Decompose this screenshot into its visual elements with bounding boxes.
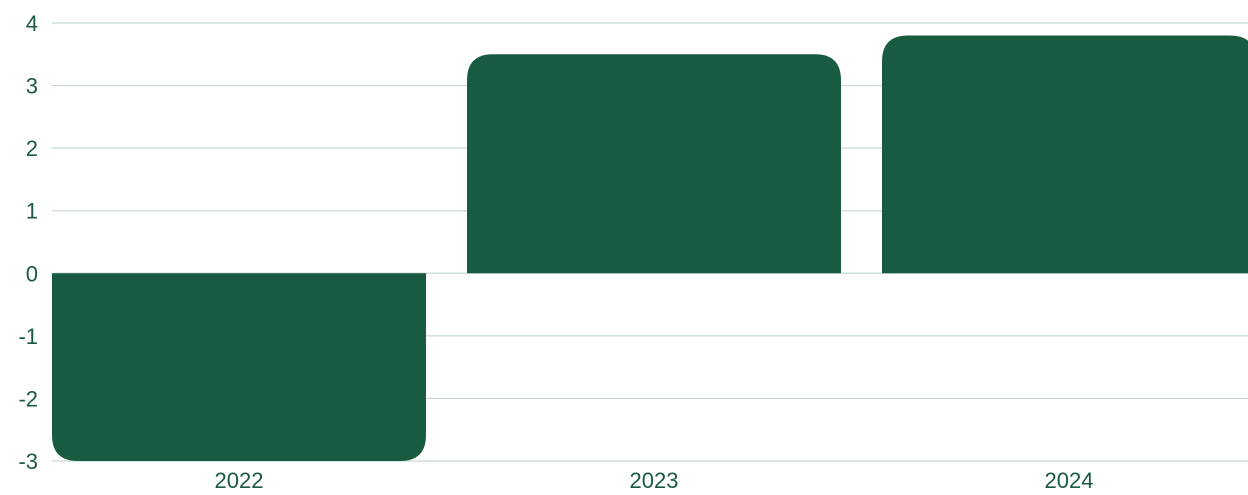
bar-2024 bbox=[882, 35, 1248, 274]
x-tick-label: 2024 bbox=[1045, 468, 1094, 493]
x-axis-category-labels: 2022 2023 2024 bbox=[215, 468, 1094, 493]
y-tick-label: 4 bbox=[26, 11, 38, 36]
bar-2023 bbox=[467, 54, 841, 274]
bars bbox=[52, 35, 1248, 461]
bar-2022 bbox=[52, 273, 426, 461]
x-tick-label: 2023 bbox=[630, 468, 679, 493]
y-tick-label: 1 bbox=[26, 199, 38, 224]
y-tick-label: -1 bbox=[18, 324, 38, 349]
x-tick-label: 2022 bbox=[215, 468, 264, 493]
y-tick-label: -3 bbox=[18, 449, 38, 474]
y-tick-label: -2 bbox=[18, 386, 38, 411]
y-tick-label: 0 bbox=[26, 261, 38, 286]
y-tick-label: 2 bbox=[26, 136, 38, 161]
y-axis-tick-labels: 4 3 2 1 0 -1 -2 -3 bbox=[18, 11, 38, 474]
y-tick-label: 3 bbox=[26, 74, 38, 99]
